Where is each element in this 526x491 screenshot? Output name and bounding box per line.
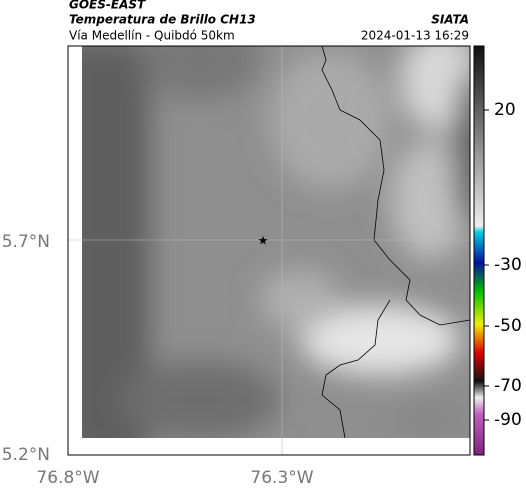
- colorbar-tick-label: -70: [494, 376, 522, 396]
- colorbar-tick-label: -30: [494, 255, 522, 275]
- lat-label: 5.7°N: [2, 232, 50, 252]
- satellite-image: [82, 46, 470, 438]
- product-title: Temperatura de Brillo CH13: [69, 13, 256, 27]
- region-subtitle: Vía Medellín - Quibdó 50km: [69, 29, 235, 43]
- lon-label: 76.8°W: [36, 468, 99, 488]
- source-title: GOES-EAST: [69, 0, 146, 12]
- colorbar-tick-label: -50: [494, 316, 522, 336]
- brand: SIATA: [431, 13, 469, 27]
- map-frame: [67, 45, 471, 456]
- location-star: ★: [258, 234, 269, 248]
- colorbar: [473, 45, 485, 456]
- colorbar-tick-label: -90: [494, 410, 522, 430]
- lon-label: 76.3°W: [250, 468, 313, 488]
- lat-label: 5.2°N: [2, 445, 50, 465]
- colorbar-tick-label: 20: [494, 100, 516, 120]
- timestamp: 2024-01-13 16:29: [361, 29, 469, 43]
